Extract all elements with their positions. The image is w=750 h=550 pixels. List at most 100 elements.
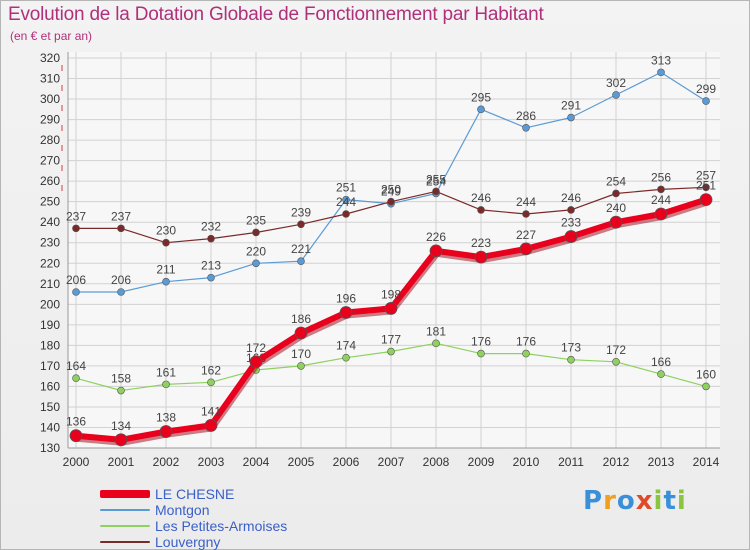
- y-tick-label: 220: [40, 256, 60, 270]
- legend-label: Louvergny: [155, 534, 221, 550]
- y-tick-label: 160: [40, 379, 60, 393]
- data-label: 176: [471, 335, 491, 349]
- data-point: [384, 302, 398, 315]
- data-point: [69, 429, 83, 443]
- data-point: [477, 206, 485, 214]
- brand-letter: o: [616, 486, 636, 516]
- data-label: 232: [201, 220, 221, 234]
- data-label: 257: [696, 168, 716, 182]
- data-point: [117, 224, 125, 233]
- data-label: 233: [561, 216, 581, 230]
- data-label: 170: [291, 347, 311, 361]
- brand-logo: Proxiti: [583, 486, 687, 516]
- y-tick-label: 210: [40, 277, 60, 291]
- data-point: [702, 97, 710, 105]
- data-label: 160: [696, 367, 716, 381]
- y-tick-label: 270: [40, 154, 60, 168]
- data-label: 134: [111, 419, 131, 433]
- data-point: [342, 353, 350, 362]
- data-label: 244: [336, 195, 356, 209]
- data-label: 302: [606, 76, 626, 90]
- data-point: [294, 326, 308, 340]
- data-label: 181: [426, 324, 446, 338]
- data-label: 166: [651, 355, 671, 369]
- y-tick-label: 190: [40, 318, 60, 332]
- data-point: [387, 197, 395, 206]
- x-tick-label: 2005: [288, 455, 315, 469]
- data-label: 162: [201, 363, 221, 377]
- y-tick-label: 250: [40, 195, 60, 209]
- data-point: [207, 234, 215, 243]
- x-tick-label: 2009: [468, 455, 495, 469]
- data-point: [702, 382, 710, 391]
- data-label: 249: [381, 185, 401, 199]
- data-point: [567, 206, 575, 214]
- data-label: 244: [651, 193, 671, 207]
- data-point: [609, 215, 623, 229]
- data-label: 158: [111, 372, 131, 386]
- data-label: 250: [381, 183, 401, 197]
- data-label: 244: [516, 195, 536, 209]
- data-label: 286: [516, 109, 536, 123]
- data-point: [297, 220, 305, 229]
- data-label: 176: [516, 335, 536, 349]
- data-point: [207, 378, 215, 387]
- data-point: [432, 187, 440, 196]
- data-point: [519, 242, 533, 256]
- data-label: 223: [471, 236, 491, 250]
- data-point: [207, 273, 215, 282]
- y-tick-label: 320: [40, 51, 60, 65]
- data-point: [429, 244, 443, 258]
- data-point: [72, 374, 80, 383]
- legend-label: LE CHESNE: [155, 486, 235, 502]
- x-tick-label: 2002: [153, 455, 180, 469]
- brand-letter: i: [676, 486, 687, 516]
- x-tick-label: 2003: [198, 455, 225, 469]
- data-point: [654, 207, 668, 221]
- data-point: [522, 349, 530, 358]
- x-tick-label: 2007: [378, 455, 405, 469]
- plot-area: [68, 52, 720, 448]
- x-tick-label: 2001: [108, 455, 135, 469]
- data-label: 221: [291, 242, 311, 256]
- y-tick-label: 260: [40, 174, 60, 188]
- chart-subtitle: (en € et par an): [10, 29, 93, 43]
- legend-swatch: [100, 525, 150, 527]
- data-label: 251: [696, 179, 716, 193]
- data-label: 198: [381, 287, 401, 301]
- data-point: [477, 349, 485, 358]
- data-label: 174: [336, 339, 356, 353]
- data-label: 138: [156, 411, 176, 425]
- data-point: [249, 355, 263, 369]
- data-point: [657, 370, 665, 378]
- data-label: 299: [696, 82, 716, 96]
- data-label: 255: [426, 172, 446, 186]
- data-point: [72, 224, 80, 233]
- data-point: [252, 228, 260, 237]
- y-tick-label: 180: [40, 338, 60, 352]
- data-point: [567, 355, 575, 364]
- data-point: [522, 123, 530, 132]
- data-point: [477, 105, 485, 114]
- y-tick-label: 310: [40, 72, 60, 86]
- data-point: [612, 91, 620, 99]
- brand-letter: r: [603, 486, 617, 516]
- data-point: [117, 386, 125, 395]
- data-label: 196: [336, 292, 356, 306]
- legend-swatch: [100, 490, 150, 498]
- data-point: [564, 230, 578, 243]
- x-tick-label: 2013: [648, 455, 675, 469]
- data-point: [297, 257, 305, 266]
- legend-swatch: [100, 509, 150, 511]
- y-tick-label: 150: [40, 400, 60, 414]
- data-label: 173: [561, 341, 581, 355]
- legend-label: Montgon: [155, 502, 210, 518]
- data-point: [387, 347, 395, 356]
- data-label: 291: [561, 99, 581, 113]
- x-tick-label: 2008: [423, 455, 450, 469]
- data-label: 295: [471, 90, 491, 104]
- x-tick-label: 2000: [63, 455, 90, 469]
- data-label: 206: [66, 273, 86, 287]
- data-label: 211: [156, 263, 175, 277]
- x-tick-label: 2011: [558, 455, 584, 469]
